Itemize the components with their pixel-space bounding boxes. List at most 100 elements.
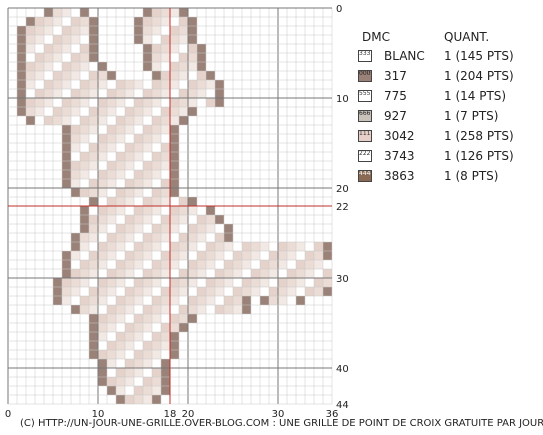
stitch-cell (98, 287, 107, 296)
stitch-cell (296, 296, 305, 305)
stitch-cell (134, 89, 143, 98)
stitch-cell (89, 224, 98, 233)
stitch-cell (98, 332, 107, 341)
stitch-cell (17, 107, 26, 116)
stitch-cell (287, 269, 296, 278)
legend-swatch: 3333 (358, 50, 372, 62)
stitch-cell (152, 8, 161, 17)
stitch-cell (107, 134, 116, 143)
legend-swatch: 1111 (358, 130, 372, 142)
stitch-cell (152, 197, 161, 206)
stitch-cell (134, 233, 143, 242)
stitch-cell (35, 17, 44, 26)
stitch-cell (215, 80, 224, 89)
stitch-cell (233, 278, 242, 287)
stitch-cell (71, 152, 80, 161)
stitch-cell (125, 143, 134, 152)
stitch-cell (35, 107, 44, 116)
stitch-cell (134, 269, 143, 278)
stitch-cell (179, 116, 188, 125)
stitch-cell (143, 197, 152, 206)
stitch-cell (152, 89, 161, 98)
stitch-cell (71, 161, 80, 170)
stitch-cell (17, 53, 26, 62)
stitch-cell (161, 62, 170, 71)
stitch-cell (161, 323, 170, 332)
stitch-cell (269, 296, 278, 305)
stitch-cell (233, 287, 242, 296)
stitch-cell (134, 395, 143, 404)
stitch-cell (62, 53, 71, 62)
stitch-cell (179, 242, 188, 251)
stitch-cell (17, 89, 26, 98)
stitch-cell (161, 287, 170, 296)
stitch-cell (125, 233, 134, 242)
stitch-cell (116, 287, 125, 296)
stitch-cell (62, 287, 71, 296)
stitch-cell (98, 161, 107, 170)
stitch-cell (269, 278, 278, 287)
stitch-cell (53, 62, 62, 71)
stitch-cell (152, 26, 161, 35)
stitch-cell (134, 323, 143, 332)
stitch-cell (116, 341, 125, 350)
legend-quantity: 1 (14 PTS) (444, 89, 507, 103)
stitch-cell (161, 377, 170, 386)
stitch-cell (278, 260, 287, 269)
stitch-cell (278, 287, 287, 296)
stitch-cell (197, 98, 206, 107)
legend-quantity: 1 (126 PTS) (444, 149, 514, 163)
stitch-cell (143, 341, 152, 350)
stitch-cell (179, 314, 188, 323)
stitch-cell (26, 89, 35, 98)
stitch-cell (152, 71, 161, 80)
stitch-cell (80, 206, 89, 215)
stitch-cell (206, 242, 215, 251)
stitch-cell (125, 269, 134, 278)
stitch-cell (197, 305, 206, 314)
stitch-cell (206, 233, 215, 242)
stitch-cell (44, 35, 53, 44)
stitch-cell (152, 287, 161, 296)
stitch-cell (134, 179, 143, 188)
stitch-cell (98, 377, 107, 386)
stitch-cell (53, 26, 62, 35)
stitch-cell (80, 134, 89, 143)
stitch-cell (71, 116, 80, 125)
stitch-cell (134, 107, 143, 116)
stitch-cell (188, 260, 197, 269)
stitch-cell (125, 125, 134, 134)
stitch-cell (314, 269, 323, 278)
stitch-cell (80, 71, 89, 80)
stitch-cell (260, 278, 269, 287)
stitch-cell (53, 35, 62, 44)
stitch-cell (71, 179, 80, 188)
stitch-cell (170, 8, 179, 17)
stitch-cell (161, 134, 170, 143)
stitch-cell (134, 26, 143, 35)
stitch-cell (80, 215, 89, 224)
legend-code: 3042 (384, 129, 415, 143)
stitch-cell (107, 188, 116, 197)
stitch-cell (134, 287, 143, 296)
stitch-cell (107, 179, 116, 188)
stitch-cell (35, 35, 44, 44)
stitch-cell (215, 89, 224, 98)
stitch-cell (296, 269, 305, 278)
stitch-cell (125, 116, 134, 125)
stitch-cell (98, 143, 107, 152)
stitch-cell (116, 188, 125, 197)
stitch-cell (170, 269, 179, 278)
stitch-cell (314, 287, 323, 296)
stitch-cell (206, 287, 215, 296)
stitch-cell (170, 278, 179, 287)
stitch-cell (143, 323, 152, 332)
stitch-cell (152, 98, 161, 107)
stitch-cell (179, 269, 188, 278)
stitch-cell (224, 287, 233, 296)
stitch-cell (224, 269, 233, 278)
stitch-cell (116, 224, 125, 233)
stitch-cell (287, 296, 296, 305)
stitch-cell (107, 80, 116, 89)
stitch-cell (161, 251, 170, 260)
